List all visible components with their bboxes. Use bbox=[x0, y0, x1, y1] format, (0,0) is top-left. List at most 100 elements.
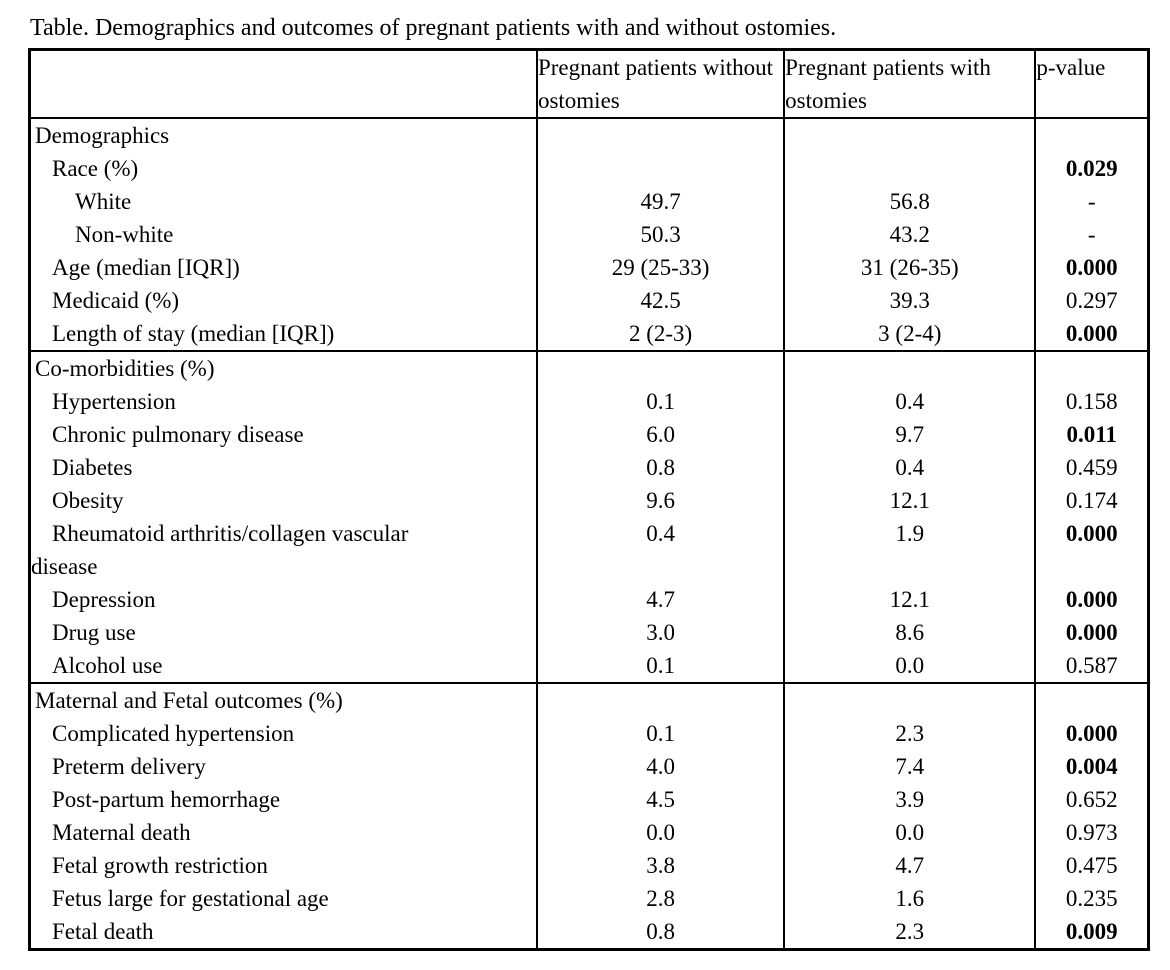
row-label: Preterm delivery bbox=[52, 754, 206, 779]
row-label: Alcohol use bbox=[52, 653, 163, 678]
table-section: Co-morbidities (%) Hypertension 0.1 0.4 0.15… bbox=[29, 351, 1149, 683]
value-without-ostomies: 49.7 bbox=[535, 185, 785, 218]
row-label: Post-partum hemorrhage bbox=[52, 787, 281, 812]
value-without-ostomies: 0.8 bbox=[535, 915, 785, 950]
table-caption: Table. Demographics and outcomes of preg… bbox=[30, 15, 837, 41]
value-p: 0.297 bbox=[1034, 284, 1149, 317]
value-p bbox=[1034, 118, 1149, 152]
value-p: 0.000 bbox=[1034, 616, 1149, 649]
table-section: Maternal and Fetal outcomes (%) Complicat… bbox=[29, 683, 1149, 950]
row-label: Obesity bbox=[52, 488, 124, 513]
value-with-ostomies: 1.6 bbox=[783, 882, 1036, 915]
row-label: Medicaid (%) bbox=[52, 288, 180, 313]
value-with-ostomies: 4.7 bbox=[783, 849, 1036, 882]
value-with-ostomies: 3 (2-4) bbox=[783, 317, 1036, 351]
value-p: 0.009 bbox=[1034, 915, 1149, 950]
value-p: 0.459 bbox=[1034, 451, 1149, 484]
value-without-ostomies: 4.0 bbox=[535, 750, 785, 783]
table-row: Fetal growth restriction 3.8 4.7 0.475 bbox=[30, 849, 1149, 882]
value-with-ostomies: 3.9 bbox=[783, 783, 1036, 816]
row-label: Non-white bbox=[75, 222, 174, 247]
value-with-ostomies: 8.6 bbox=[783, 616, 1036, 649]
value-with-ostomies bbox=[783, 152, 1036, 185]
table-row: Maternal death 0.0 0.0 0.973 bbox=[30, 816, 1149, 849]
table-row: Medicaid (%) 42.5 39.3 0.297 bbox=[30, 284, 1149, 317]
value-with-ostomies: 0.4 bbox=[783, 451, 1036, 484]
value-with-ostomies: 56.8 bbox=[783, 185, 1036, 218]
value-with-ostomies bbox=[783, 351, 1036, 385]
value-with-ostomies: 2.3 bbox=[783, 915, 1036, 950]
value-p: 0.000 bbox=[1034, 517, 1149, 583]
row-label: Rheumatoid arthritis/collagen vascular d… bbox=[31, 521, 409, 579]
value-without-ostomies: 2 (2-3) bbox=[535, 317, 785, 351]
table-header: Pregnant patients without ostomies Pregn… bbox=[29, 49, 1149, 119]
value-without-ostomies: 0.4 bbox=[535, 517, 785, 583]
value-without-ostomies bbox=[535, 351, 785, 385]
table-row: Complicated hypertension 0.1 2.3 0.000 bbox=[30, 717, 1149, 750]
value-without-ostomies: 29 (25-33) bbox=[535, 251, 785, 284]
value-p: 0.174 bbox=[1034, 484, 1149, 517]
value-without-ostomies bbox=[535, 683, 785, 717]
value-p bbox=[1034, 351, 1149, 385]
value-p: 0.000 bbox=[1034, 583, 1149, 616]
value-with-ostomies: 12.1 bbox=[783, 583, 1036, 616]
table-section: Demographics Race (%) 0.029 White 49.7 56.8- N… bbox=[29, 118, 1149, 351]
value-without-ostomies: 9.6 bbox=[535, 484, 785, 517]
column-header-without-ostomies: Pregnant patients without ostomies bbox=[535, 49, 785, 118]
value-p: - bbox=[1034, 218, 1149, 251]
row-label: Length of stay (median [IQR]) bbox=[52, 321, 335, 346]
value-p: 0.158 bbox=[1034, 385, 1149, 418]
value-p: - bbox=[1034, 185, 1149, 218]
table-row: Age (median [IQR]) 29 (25-33) 31 (26-35) 0.… bbox=[30, 251, 1149, 284]
value-p: 0.011 bbox=[1034, 418, 1149, 451]
table-row: Post-partum hemorrhage 4.5 3.9 0.652 bbox=[30, 783, 1149, 816]
value-p: 0.235 bbox=[1034, 882, 1149, 915]
value-p: 0.000 bbox=[1034, 717, 1149, 750]
table-row: Drug use 3.0 8.6 0.000 bbox=[30, 616, 1149, 649]
row-label: Complicated hypertension bbox=[52, 721, 295, 746]
value-without-ostomies: 2.8 bbox=[535, 882, 785, 915]
row-label: White bbox=[75, 189, 132, 214]
table-row: Fetus large for gestational age 2.8 1.6 0.2… bbox=[30, 882, 1149, 915]
table-row: Preterm delivery 4.0 7.4 0.004 bbox=[30, 750, 1149, 783]
row-label: Fetus large for gestational age bbox=[52, 886, 329, 911]
value-without-ostomies bbox=[535, 152, 785, 185]
table-row: Co-morbidities (%) bbox=[30, 351, 1149, 385]
value-without-ostomies bbox=[535, 118, 785, 152]
row-label: Maternal and Fetal outcomes (%) bbox=[35, 688, 343, 713]
table-row: Chronic pulmonary disease 6.0 9.7 0.011 bbox=[30, 418, 1149, 451]
value-without-ostomies: 3.8 bbox=[535, 849, 785, 882]
value-p bbox=[1034, 683, 1149, 717]
value-p: 0.475 bbox=[1034, 849, 1149, 882]
value-with-ostomies: 39.3 bbox=[783, 284, 1036, 317]
value-without-ostomies: 0.8 bbox=[535, 451, 785, 484]
row-label: Hypertension bbox=[52, 389, 176, 414]
table-row: Hypertension 0.1 0.4 0.158 bbox=[30, 385, 1149, 418]
value-without-ostomies: 0.1 bbox=[535, 717, 785, 750]
value-with-ostomies: 31 (26-35) bbox=[783, 251, 1036, 284]
table-row: Non-white 50.3 43.2- bbox=[30, 218, 1149, 251]
value-with-ostomies: 7.4 bbox=[783, 750, 1036, 783]
row-label: Chronic pulmonary disease bbox=[52, 422, 304, 447]
table-row: Race (%) 0.029 bbox=[30, 152, 1149, 185]
row-label: Age (median [IQR]) bbox=[52, 255, 240, 280]
table-row: Diabetes 0.8 0.4 0.459 bbox=[30, 451, 1149, 484]
value-p: 0.652 bbox=[1034, 783, 1149, 816]
column-header-p-value: p-value bbox=[1034, 49, 1149, 118]
value-p: 0.000 bbox=[1034, 251, 1149, 284]
value-without-ostomies: 0.0 bbox=[535, 816, 785, 849]
value-without-ostomies: 4.5 bbox=[535, 783, 785, 816]
corner-cell bbox=[30, 50, 537, 119]
table-row: Depression 4.7 12.1 0.000 bbox=[30, 583, 1149, 616]
row-label: Co-morbidities (%) bbox=[35, 356, 215, 381]
table-row: Obesity 9.6 12.1 0.174 bbox=[30, 484, 1149, 517]
header-row: Pregnant patients without ostomies Pregn… bbox=[30, 49, 1149, 119]
table-row: Length of stay (median [IQR]) 2 (2-3) 3 (2… bbox=[30, 317, 1149, 351]
table-row: White 49.7 56.8- bbox=[30, 185, 1149, 218]
value-p: 0.973 bbox=[1034, 816, 1149, 849]
table-row: Maternal and Fetal outcomes (%) bbox=[30, 683, 1149, 717]
row-label: Fetal growth restriction bbox=[52, 853, 268, 878]
table-row: Fetal death 0.8 2.3 0.009 bbox=[30, 915, 1149, 950]
value-with-ostomies bbox=[783, 118, 1036, 152]
row-label: Fetal death bbox=[52, 919, 154, 944]
